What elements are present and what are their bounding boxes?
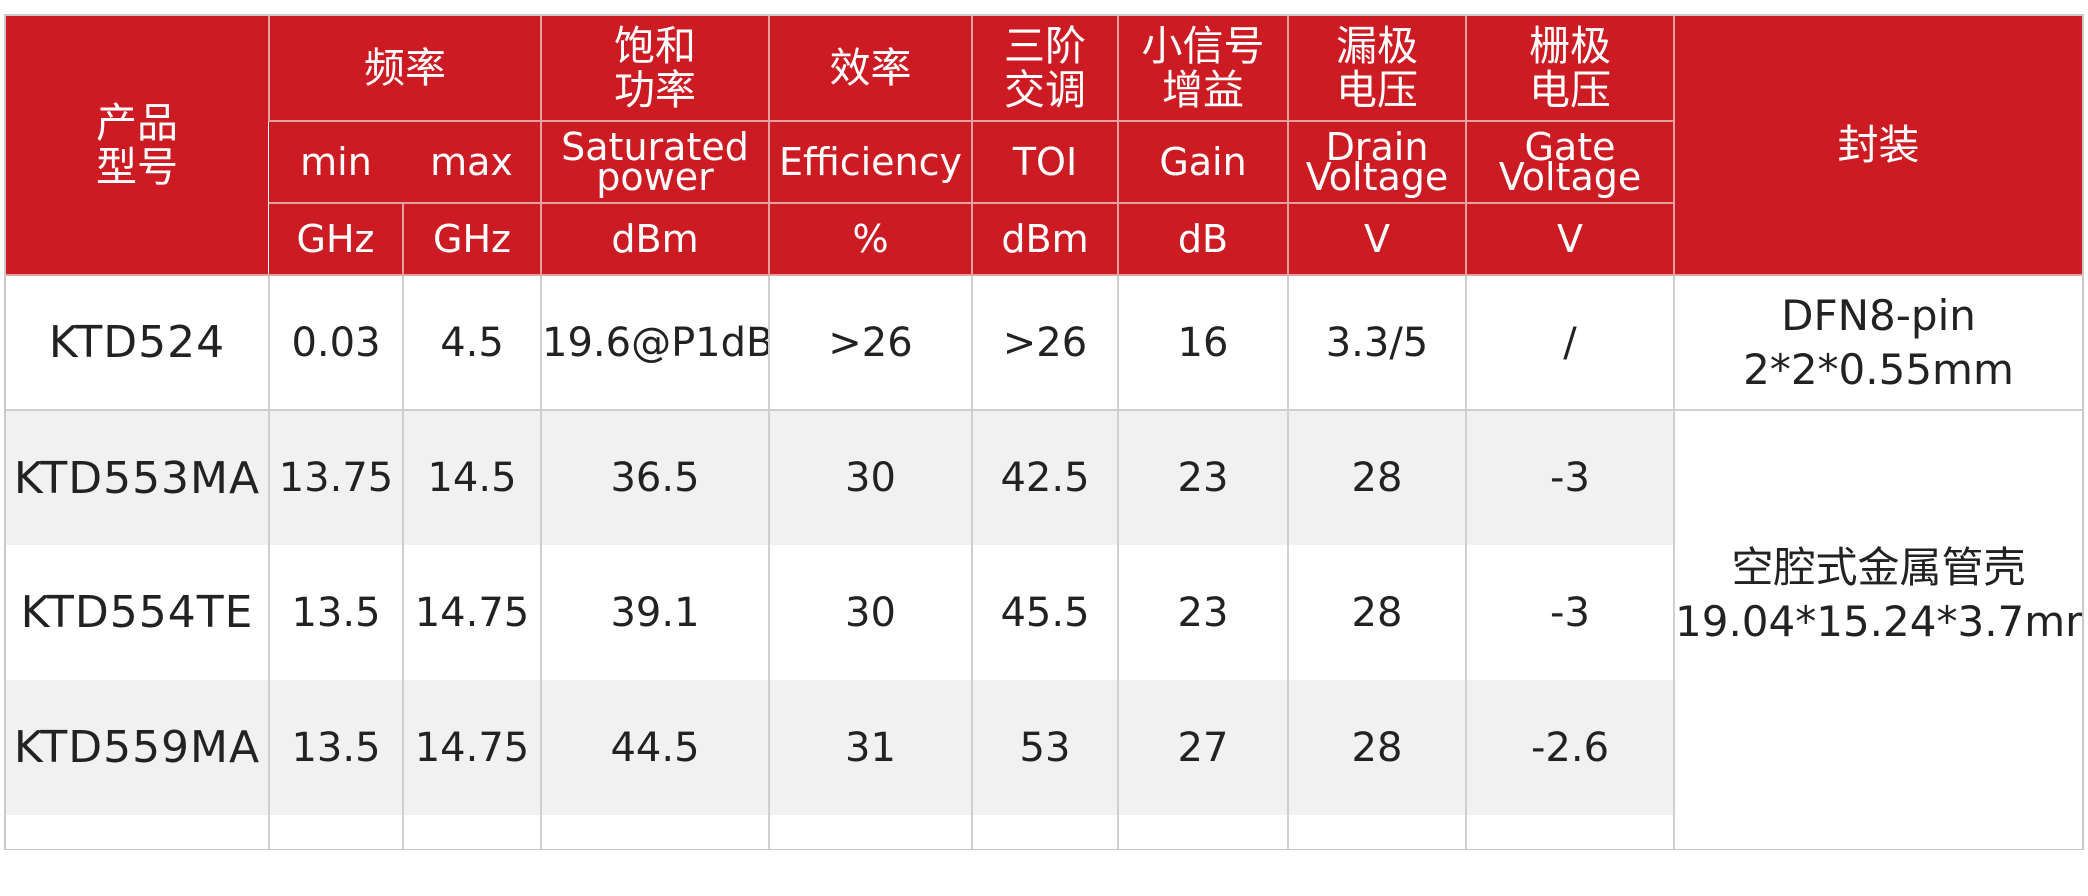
cell-efficiency: 31	[768, 680, 972, 815]
unit-drain: V	[1287, 203, 1466, 276]
cell-empty	[1117, 815, 1288, 849]
header-efficiency: 效率	[768, 16, 972, 122]
cell-model: KTD524	[6, 275, 269, 411]
cell-efficiency: 30	[768, 410, 972, 545]
unit-efficiency: %	[768, 203, 972, 276]
cell-gate: -3	[1465, 410, 1674, 545]
header-model: 产品 型号	[6, 16, 269, 276]
header-frequency: 频率	[268, 16, 541, 122]
cell-model: KTD559MA	[6, 680, 269, 815]
cell-min: 13.5	[268, 545, 403, 680]
cell-min: 0.03	[268, 275, 403, 411]
cell-gain: 27	[1117, 680, 1288, 815]
subheader-efficiency: Efficiency	[768, 121, 972, 204]
header-sat-power: 饱和 功率	[540, 16, 769, 122]
cell-gain: 23	[1117, 545, 1288, 680]
subheader-sat-power: Saturated power	[540, 121, 769, 204]
header-package: 封装	[1673, 16, 2082, 276]
unit-gain: dB	[1117, 203, 1288, 276]
cell-empty	[1287, 815, 1466, 849]
cell-drain: 28	[1287, 545, 1466, 680]
cell-empty	[768, 815, 972, 849]
cell-sat-power: 19.6@P1dB	[540, 275, 769, 411]
unit-sat-power: dBm	[540, 203, 769, 276]
subheader-max: max	[403, 121, 541, 204]
spec-table: 产品 型号 频率 饱和 功率 效率 三阶 交调 小信号 增益 漏极 电压 栅极 …	[6, 16, 2082, 849]
subheader-drain: Drain Voltage	[1287, 121, 1466, 204]
cell-empty	[268, 815, 403, 849]
cell-empty	[1465, 815, 1674, 849]
cell-sat-power: 39.1	[540, 545, 769, 680]
cell-max: 14.75	[402, 545, 541, 680]
cell-toi: >26	[971, 275, 1118, 411]
cell-sat-power: 44.5	[540, 680, 769, 815]
cell-min: 13.5	[268, 680, 403, 815]
table-row: KTD553MA 13.75 14.5 36.5 30 42.5 23 28 -…	[6, 410, 2082, 849]
subheader-gain: Gain	[1117, 121, 1288, 204]
cell-gate: /	[1465, 275, 1674, 411]
unit-max: GHz	[402, 203, 541, 276]
cell-max: 4.5	[402, 275, 541, 411]
cell-drain: 28	[1287, 680, 1466, 815]
cell-min: 13.75	[268, 410, 403, 545]
table-row: KTD559MA 13.5 14.75 44.5 31 53 27 28 -2.…	[6, 680, 2082, 815]
cell-max: 14.5	[402, 410, 541, 545]
cell-model: KTD554TE	[20, 587, 254, 638]
cell-toi: 45.5	[971, 545, 1118, 680]
unit-toi: dBm	[971, 203, 1118, 276]
cell-efficiency: >26	[768, 275, 972, 411]
cell-empty	[6, 815, 269, 849]
cell-shared-package: 空腔式金属管壳 19.04*15.24*3.7mm	[1673, 410, 2082, 849]
cell-max: 14.75	[402, 680, 541, 815]
cell-gain: 23	[1117, 410, 1288, 545]
cell-empty	[540, 815, 769, 849]
unit-gate: V	[1465, 203, 1674, 276]
subheader-toi: TOI	[971, 121, 1118, 204]
unit-min: GHz	[269, 203, 403, 276]
cell-toi: 42.5	[971, 410, 1118, 545]
cell-gain: 16	[1117, 275, 1288, 411]
subheader-min: min	[269, 121, 403, 204]
header-gain: 小信号 增益	[1117, 16, 1288, 122]
cell-model: KTD553MA	[6, 410, 269, 545]
cell-empty	[971, 815, 1118, 849]
table-row-empty	[6, 815, 2082, 849]
table-row: KTD524 0.03 4.5 19.6@P1dB >26 >26 16 3.3…	[6, 275, 2082, 411]
cell-efficiency: 30	[768, 545, 972, 680]
cell-drain: 3.3/5	[1287, 275, 1466, 411]
cell-sat-power: 36.5	[540, 410, 769, 545]
cell-empty	[402, 815, 541, 849]
header-gate: 栅极 电压	[1465, 16, 1674, 122]
cell-package: DFN8-pin 2*2*0.55mm	[1673, 275, 2082, 411]
cell-gate: -2.6	[1465, 680, 1674, 815]
cell-toi: 53	[971, 680, 1118, 815]
table-row: KTD554TE 13.5 14.75 39.1 30 45.5 23 28 -…	[6, 545, 2082, 680]
cell-gate: -3	[1465, 545, 1674, 680]
header-toi: 三阶 交调	[971, 16, 1118, 122]
cell-drain: 28	[1287, 410, 1466, 545]
header-drain: 漏极 电压	[1287, 16, 1466, 122]
subheader-gate: Gate Voltage	[1465, 121, 1674, 204]
spec-table-container: 产品 型号 频率 饱和 功率 效率 三阶 交调 小信号 增益 漏极 电压 栅极 …	[4, 14, 2084, 850]
